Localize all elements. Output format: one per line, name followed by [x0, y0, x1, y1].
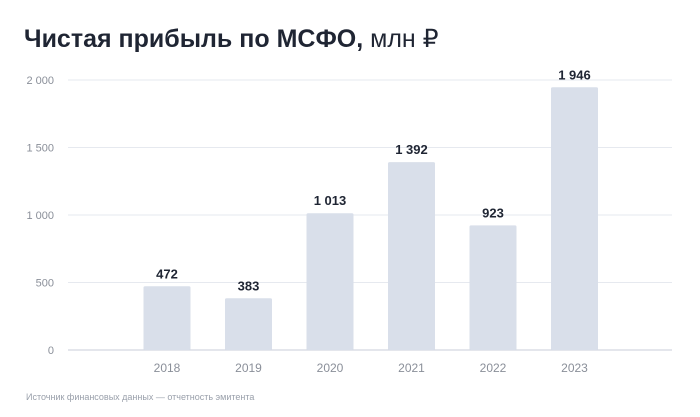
data-label: 383: [238, 278, 260, 293]
x-tick-label: 2022: [480, 361, 507, 375]
x-tick-label: 2019: [235, 361, 262, 375]
y-tick-label: 1 000: [26, 210, 54, 222]
chart-title-unit: млн ₽: [370, 25, 439, 53]
x-tick-label: 2018: [154, 361, 181, 375]
bar: [306, 213, 354, 350]
y-tick-label: 0: [48, 345, 54, 357]
bar: [388, 162, 435, 350]
x-tick-label: 2023: [561, 361, 588, 375]
chart-title: Чистая прибыль по МСФО, млн ₽: [24, 22, 439, 56]
source-note: Источник финансовых данных — отчетность …: [26, 392, 255, 402]
bar: [225, 298, 272, 350]
bar: [469, 225, 517, 350]
y-tick-label: 1 500: [26, 143, 54, 155]
x-tick-label: 2020: [317, 361, 344, 375]
data-label: 923: [482, 205, 504, 220]
data-label: 1 013: [314, 193, 347, 208]
data-label: 1 392: [395, 142, 428, 157]
data-label: 472: [156, 266, 178, 281]
y-tick-label: 500: [36, 278, 54, 290]
data-label: 1 946: [558, 67, 591, 82]
chart-title-main: Чистая прибыль по МСФО,: [24, 25, 364, 53]
bar: [551, 87, 598, 350]
x-tick-label: 2021: [398, 361, 425, 375]
y-tick-label: 2 000: [26, 75, 54, 87]
bar: [143, 286, 191, 350]
